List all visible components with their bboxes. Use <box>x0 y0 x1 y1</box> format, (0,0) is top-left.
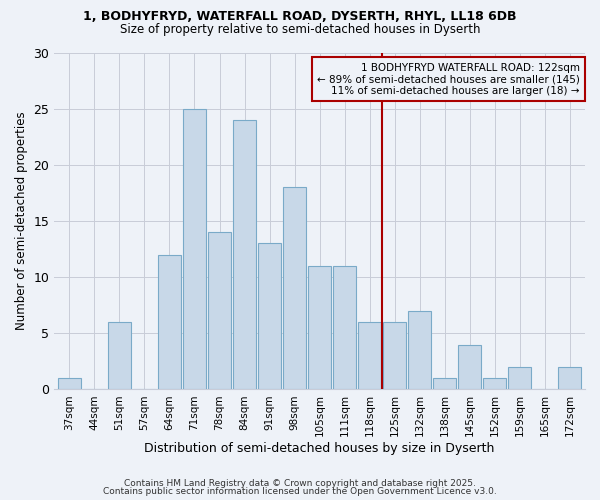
Text: Contains public sector information licensed under the Open Government Licence v3: Contains public sector information licen… <box>103 487 497 496</box>
Text: 1, BODHYFRYD, WATERFALL ROAD, DYSERTH, RHYL, LL18 6DB: 1, BODHYFRYD, WATERFALL ROAD, DYSERTH, R… <box>83 10 517 23</box>
Bar <box>333 266 356 390</box>
Bar <box>158 254 181 390</box>
Text: Contains HM Land Registry data © Crown copyright and database right 2025.: Contains HM Land Registry data © Crown c… <box>124 478 476 488</box>
Bar <box>508 367 532 390</box>
Text: 1 BODHYFRYD WATERFALL ROAD: 122sqm
← 89% of semi-detached houses are smaller (14: 1 BODHYFRYD WATERFALL ROAD: 122sqm ← 89%… <box>317 62 580 96</box>
Bar <box>308 266 331 390</box>
Bar <box>383 322 406 390</box>
Bar <box>458 344 481 390</box>
Bar <box>108 322 131 390</box>
Bar <box>559 367 581 390</box>
Bar <box>233 120 256 390</box>
Text: Size of property relative to semi-detached houses in Dyserth: Size of property relative to semi-detach… <box>120 22 480 36</box>
Bar <box>408 311 431 390</box>
Bar <box>58 378 81 390</box>
X-axis label: Distribution of semi-detached houses by size in Dyserth: Distribution of semi-detached houses by … <box>145 442 495 455</box>
Y-axis label: Number of semi-detached properties: Number of semi-detached properties <box>15 112 28 330</box>
Bar <box>258 244 281 390</box>
Bar <box>208 232 231 390</box>
Bar <box>283 188 306 390</box>
Bar <box>183 108 206 390</box>
Bar <box>433 378 457 390</box>
Bar <box>358 322 381 390</box>
Bar <box>484 378 506 390</box>
